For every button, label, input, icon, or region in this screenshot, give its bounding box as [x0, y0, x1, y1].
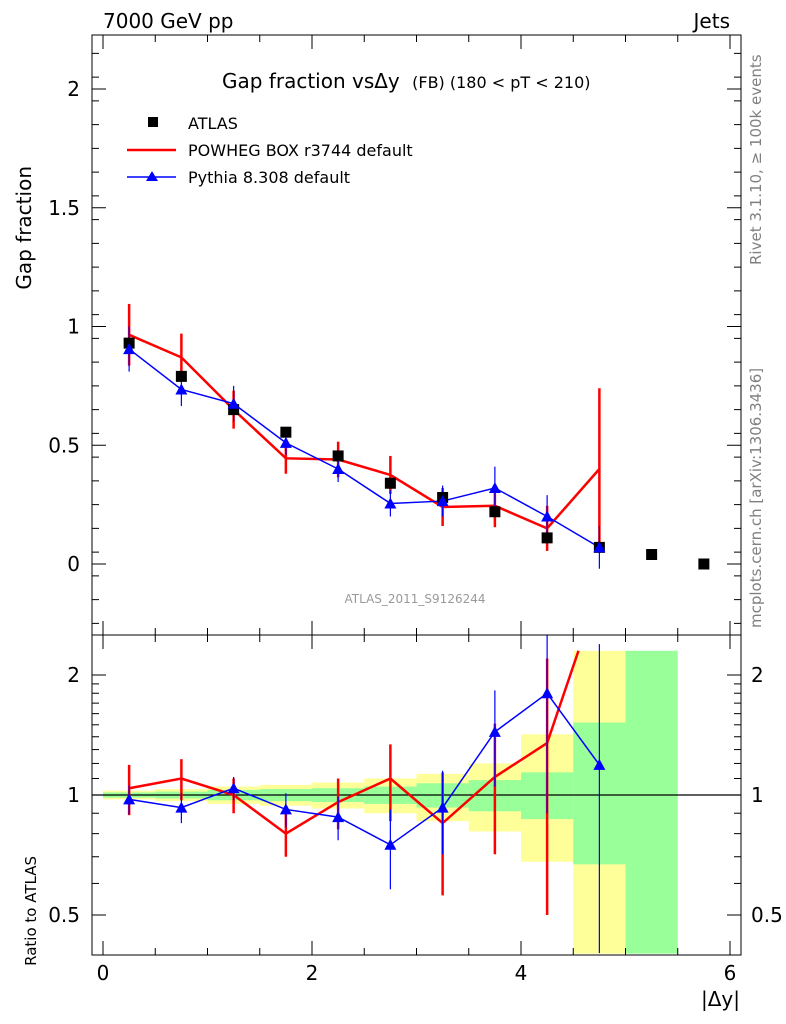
pythia-data-point [123, 343, 136, 355]
legend-pythia-label: Pythia 8.308 default [188, 168, 350, 187]
atlas-data-point [228, 404, 240, 416]
pythia-data-point [488, 482, 501, 493]
pythia-ratio-point [488, 725, 501, 737]
atlas-data-point [384, 477, 396, 489]
y-tick-label: 0.5 [48, 433, 80, 457]
pythia-ratio-point [123, 793, 136, 805]
atlas-data-point [541, 532, 553, 544]
pythia-data-point [541, 510, 554, 522]
pythia-data-point [175, 383, 188, 395]
pythia-ratio-point [332, 811, 345, 823]
atlas-data-point [698, 558, 710, 570]
atlas-data-point [280, 426, 292, 438]
pythia-data-point [332, 463, 345, 474]
legend-atlas-marker [148, 117, 158, 127]
pythia-ratio-point [227, 782, 240, 794]
chart-title: Gap fraction vsΔy (FB) (180 < pT < 210) [222, 69, 591, 93]
ratio-y-tick-label: 1 [67, 783, 80, 807]
pythia-data-point [436, 495, 449, 507]
chart-title-main: Gap fraction vsΔy [222, 69, 400, 93]
pythia-ratio-point [593, 758, 606, 770]
x-tick-label: 2 [306, 961, 319, 985]
energy-label: 7000 GeV pp [103, 9, 234, 33]
atlas-data-point [332, 450, 344, 462]
atlas-data-point [489, 506, 501, 518]
pythia-data-point [384, 497, 397, 509]
ratio-panel-axes: 0 2 4 6 0.5 0.5 1 1 2 2 [48, 635, 783, 985]
pythia-ratio-line [129, 692, 600, 846]
main-panel-axes: 0 0.5 1 1.5 2 [48, 35, 741, 635]
ratio-y-tick-label: 1 [751, 783, 764, 807]
pythia-ratio-point [279, 803, 292, 815]
x-tick-label: 0 [97, 961, 110, 985]
legend-powheg-label: POWHEG BOX r3744 default [188, 141, 413, 160]
legend-atlas-label: ATLAS [188, 114, 238, 133]
y-tick-label: 2 [67, 77, 80, 101]
legend: ATLAS POWHEG BOX r3744 default Pythia 8.… [127, 114, 413, 187]
ratio-y-tick-label: 2 [67, 663, 80, 687]
pythia-data-point [279, 436, 292, 448]
legend-pythia-marker [146, 171, 158, 181]
pythia-ratio-point [541, 687, 554, 699]
powheg-line [128, 333, 601, 530]
x-axis-title: |Δy| [701, 987, 740, 1011]
pythia-ratio-point [175, 801, 188, 813]
ratio-panel-data [123, 635, 606, 954]
pythia-ratio-point [384, 838, 397, 850]
y-tick-label: 1 [67, 315, 80, 339]
pythia-data-point [227, 397, 240, 409]
rivet-label: Rivet 3.1.10, ≥ 100k events [747, 54, 765, 265]
analysis-watermark: ATLAS_2011_S9126244 [345, 592, 486, 606]
main-panel-data [123, 303, 710, 570]
pythia-data-point [593, 541, 606, 553]
y-tick-label: 1.5 [48, 196, 80, 220]
main-y-axis-title: Gap fraction [12, 166, 36, 290]
ratio-y-tick-label: 0.5 [751, 903, 783, 927]
ratio-y-axis-title: Ratio to ATLAS [22, 856, 40, 966]
pythia-ratio-point [436, 801, 449, 813]
chart-title-sub: (FB) (180 < pT < 210) [412, 73, 590, 92]
powheg-ratio-line [128, 650, 580, 836]
atlas-data-point [646, 549, 658, 560]
jets-label: Jets [692, 9, 730, 33]
ratio-y-tick-label: 0.5 [48, 903, 80, 927]
ratio-green-band [625, 650, 678, 954]
x-tick-label: 4 [515, 961, 528, 985]
atlas-data-point [175, 370, 187, 382]
pythia-line [128, 348, 600, 549]
ratio-y-tick-label: 2 [751, 663, 764, 687]
y-tick-label: 0 [67, 552, 80, 576]
ratio-panel-frame [91, 634, 742, 956]
mcplots-label: mcplots.cern.ch [arXiv:1306.3436] [747, 368, 765, 628]
x-tick-label: 6 [724, 961, 737, 985]
